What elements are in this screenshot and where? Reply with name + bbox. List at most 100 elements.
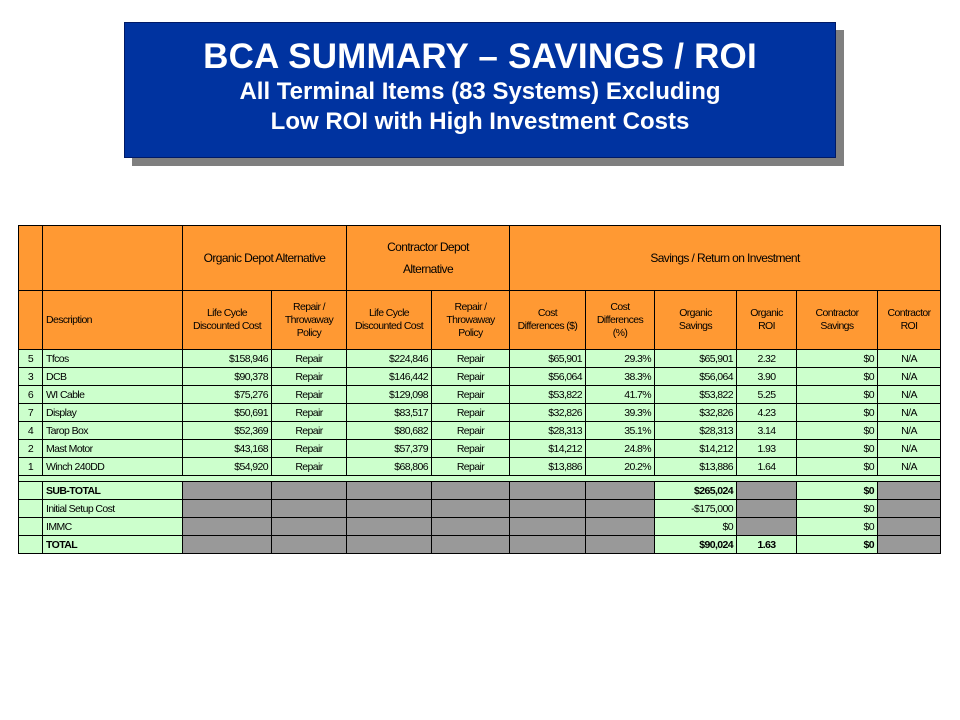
row-con-savings: $0 [796,349,878,368]
row-org-savings: $14,212 [654,439,737,458]
title-banner: BCA SUMMARY – SAVINGS / ROI All Terminal… [124,22,836,158]
group-savings: Savings / Return on Investment [508,225,942,291]
header-con-repair: Repair / Throwaway Policy [431,290,510,350]
row-org-roi: 5.25 [736,385,797,404]
immc-row: IMMC $0 $0 [18,517,942,536]
row-con-repair: Repair [431,349,510,368]
bca-summary-table: Organic Depot Alternative Contractor Dep… [17,225,942,554]
row-rank: 6 [18,385,43,404]
row-org-roi: 3.90 [736,367,797,386]
row-org-lcc: $54,920 [182,457,272,476]
row-org-lcc: $75,276 [182,385,272,404]
row-org-lcc: $50,691 [182,403,272,422]
row-org-lcc: $43,168 [182,439,272,458]
row-cost-diff: $14,212 [509,439,586,458]
header-con-savings: Contractor Savings [796,290,878,350]
title-line-3: Low ROI with High Investment Costs [270,108,690,135]
total-org-savings: $90,024 [654,535,737,554]
row-cost-diff: $32,826 [509,403,586,422]
row-org-savings: $13,886 [654,457,737,476]
header-cost-pct: Cost Differences (%) [585,290,655,350]
row-con-repair: Repair [431,367,510,386]
table-row: 4 Tarop Box $52,369 Repair $80,682 Repai… [18,421,942,440]
row-org-repair: Repair [271,385,347,404]
header-blank [18,225,43,291]
row-con-lcc: $68,806 [346,457,432,476]
row-con-roi: N/A [876,457,942,476]
row-org-roi: 2.32 [736,349,797,368]
header-blank [18,290,43,350]
table-row: 1 Winch 240DD $54,920 Repair $68,806 Rep… [18,457,942,476]
row-org-savings: $28,313 [654,421,737,440]
header-con-roi: Contractor ROI [876,290,942,350]
subtotal-row: SUB-TOTAL $265,024 $0 [18,481,942,500]
group-contractor-line1: Contractor Depot [387,240,469,254]
row-org-roi: 1.93 [736,439,797,458]
row-con-repair: Repair [431,421,510,440]
immc-con-savings: $0 [796,517,878,536]
row-con-roi: N/A [876,403,942,422]
row-org-repair: Repair [271,367,347,386]
row-con-roi: N/A [876,385,942,404]
row-description: WI Cable [42,385,183,404]
row-con-lcc: $57,379 [346,439,432,458]
row-cost-diff: $53,822 [509,385,586,404]
header-org-savings: Organic Savings [654,290,737,350]
row-rank: 5 [18,349,43,368]
total-label: TOTAL [42,535,183,554]
row-cost-pct: 38.3% [585,367,655,386]
table-row: 6 WI Cable $75,276 Repair $129,098 Repai… [18,385,942,404]
row-con-repair: Repair [431,457,510,476]
row-con-savings: $0 [796,439,878,458]
row-org-savings: $53,822 [654,385,737,404]
table-row: 2 Mast Motor $43,168 Repair $57,379 Repa… [18,439,942,458]
row-cost-pct: 29.3% [585,349,655,368]
row-cost-pct: 35.1% [585,421,655,440]
row-org-roi: 4.23 [736,403,797,422]
row-con-repair: Repair [431,385,510,404]
immc-label: IMMC [42,517,183,536]
group-header-row: Organic Depot Alternative Contractor Dep… [18,225,942,291]
row-rank: 1 [18,457,43,476]
row-org-roi: 1.64 [736,457,797,476]
header-cost-diff: Cost Differences ($) [509,290,586,350]
row-rank: 4 [18,421,43,440]
row-cost-diff: $56,064 [509,367,586,386]
row-cost-diff: $28,313 [509,421,586,440]
row-con-lcc: $83,517 [346,403,432,422]
subtotal-org-savings: $265,024 [654,481,737,500]
header-org-lcc: Life Cycle Discounted Cost [182,290,272,350]
row-con-roi: N/A [876,367,942,386]
column-header-row: Description Life Cycle Discounted Cost Re… [18,290,942,350]
total-con-savings: $0 [796,535,878,554]
row-con-savings: $0 [796,421,878,440]
row-org-lcc: $158,946 [182,349,272,368]
row-con-savings: $0 [796,367,878,386]
header-description: Description [42,290,183,350]
row-con-lcc: $146,442 [346,367,432,386]
total-row: TOTAL $90,024 1.63 $0 [18,535,942,554]
row-rank: 3 [18,367,43,386]
row-cost-pct: 20.2% [585,457,655,476]
row-org-lcc: $52,369 [182,421,272,440]
row-org-savings: $56,064 [654,367,737,386]
row-rank: 2 [18,439,43,458]
row-con-lcc: $224,846 [346,349,432,368]
row-org-repair: Repair [271,421,347,440]
row-con-repair: Repair [431,403,510,422]
row-cost-diff: $13,886 [509,457,586,476]
setup-cost-row: Initial Setup Cost -$175,000 $0 [18,499,942,518]
header-blank [42,225,183,291]
header-org-roi: Organic ROI [736,290,797,350]
row-org-repair: Repair [271,403,347,422]
row-description: Tarop Box [42,421,183,440]
row-con-lcc: $129,098 [346,385,432,404]
row-con-roi: N/A [876,349,942,368]
subtotal-label: SUB-TOTAL [42,481,183,500]
row-description: Display [42,403,183,422]
row-con-lcc: $80,682 [346,421,432,440]
row-org-repair: Repair [271,349,347,368]
row-cost-diff: $65,901 [509,349,586,368]
header-con-lcc: Life Cycle Discounted Cost [346,290,432,350]
row-org-repair: Repair [271,457,347,476]
